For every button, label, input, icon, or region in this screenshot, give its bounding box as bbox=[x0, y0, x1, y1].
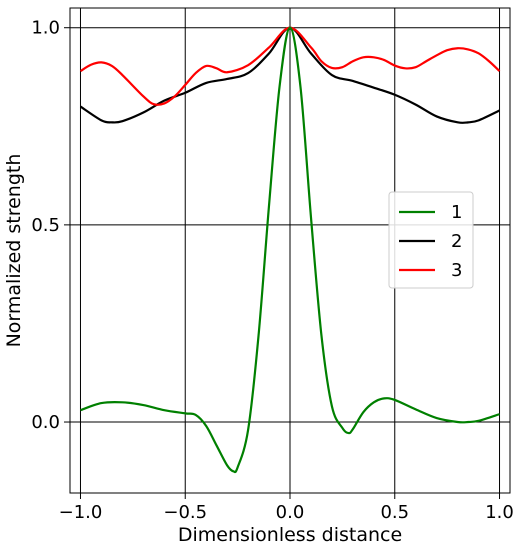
legend-label: 1 bbox=[451, 202, 462, 223]
legend: 1 2 3 bbox=[388, 191, 474, 289]
series-3-line bbox=[79, 26, 501, 106]
y-axis-title: Normalized strength bbox=[3, 154, 25, 348]
x-tick-label: 1.0 bbox=[485, 502, 514, 523]
y-tick-label: 1.0 bbox=[31, 18, 60, 39]
y-tick-label: 0.5 bbox=[31, 215, 60, 236]
legend-label: 3 bbox=[451, 260, 462, 281]
series-1-line bbox=[80, 26, 500, 474]
x-axis-title: Dimensionless distance bbox=[178, 524, 402, 546]
legend-label: 2 bbox=[451, 231, 462, 252]
x-tick-labels: −1.0 −0.5 0.0 0.5 1.0 bbox=[59, 502, 514, 523]
grid bbox=[70, 8, 510, 493]
x-tick-label: 0.5 bbox=[380, 502, 409, 523]
tick-marks bbox=[64, 27, 501, 499]
series-lines bbox=[79, 26, 501, 474]
y-tick-labels: 0.0 0.5 1.0 bbox=[31, 18, 60, 433]
y-tick-label: 0.0 bbox=[31, 412, 60, 433]
x-tick-label: 0.0 bbox=[276, 502, 305, 523]
x-tick-label: −1.0 bbox=[59, 502, 103, 523]
x-tick-label: −0.5 bbox=[163, 502, 207, 523]
